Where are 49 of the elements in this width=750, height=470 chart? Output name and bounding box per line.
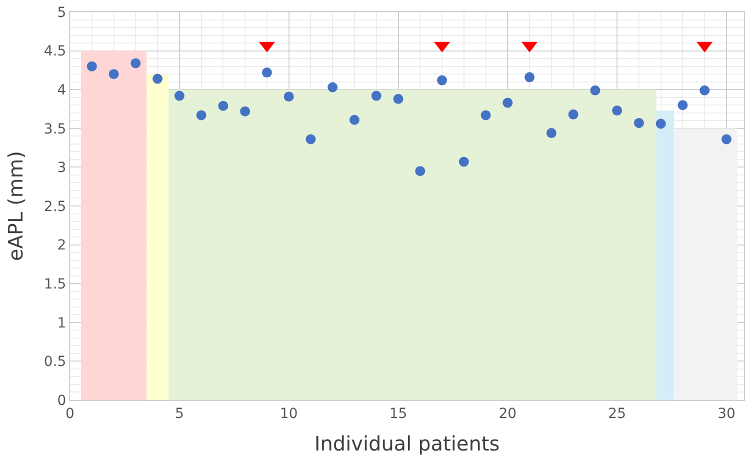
point <box>284 92 294 102</box>
point <box>634 118 644 128</box>
y-axis-title: eAPL (mm) <box>3 150 28 262</box>
x-tick-label: 10 <box>280 406 298 422</box>
y-tick-label: 2.5 <box>44 198 66 215</box>
point <box>524 72 535 82</box>
point <box>480 110 491 120</box>
x-tick-label: 25 <box>608 406 626 422</box>
point <box>196 110 206 120</box>
y-tick-label: 4.5 <box>44 44 66 60</box>
y-tick-label: 4 <box>57 82 66 98</box>
point <box>656 118 666 129</box>
point <box>130 58 141 68</box>
point <box>437 75 448 86</box>
point <box>721 134 732 144</box>
x-tick-label: 20 <box>498 406 517 422</box>
point <box>568 109 578 120</box>
x-axis-title: Individual patients <box>314 431 500 456</box>
x-tick-label: 15 <box>389 406 408 422</box>
point <box>678 100 688 110</box>
y-tick-label: 1.5 <box>44 276 66 292</box>
point <box>590 85 600 96</box>
y-tick-label: 5 <box>57 4 66 21</box>
point <box>458 156 469 167</box>
x-tick-label: 5 <box>174 406 184 422</box>
y-tick-label: 3.5 <box>44 121 66 138</box>
point <box>306 134 316 144</box>
point <box>108 69 119 80</box>
point <box>612 106 622 116</box>
point <box>349 114 360 125</box>
y-tick-label: 0.5 <box>44 354 66 370</box>
point <box>328 82 338 92</box>
point <box>152 74 163 84</box>
point <box>393 94 404 104</box>
point <box>415 166 426 176</box>
point <box>218 100 228 111</box>
point <box>174 90 184 101</box>
point <box>262 68 272 78</box>
point <box>700 85 710 96</box>
point <box>502 98 513 108</box>
point <box>86 61 97 72</box>
y-tick-label: 3 <box>57 160 66 176</box>
y-tick-label: 1 <box>57 315 66 332</box>
point <box>371 90 382 101</box>
y-tick-label: 0 <box>57 392 66 409</box>
point <box>546 128 556 138</box>
x-tick-label: 30 <box>718 406 736 422</box>
point <box>240 106 250 116</box>
y-tick-label: 2 <box>57 238 66 254</box>
